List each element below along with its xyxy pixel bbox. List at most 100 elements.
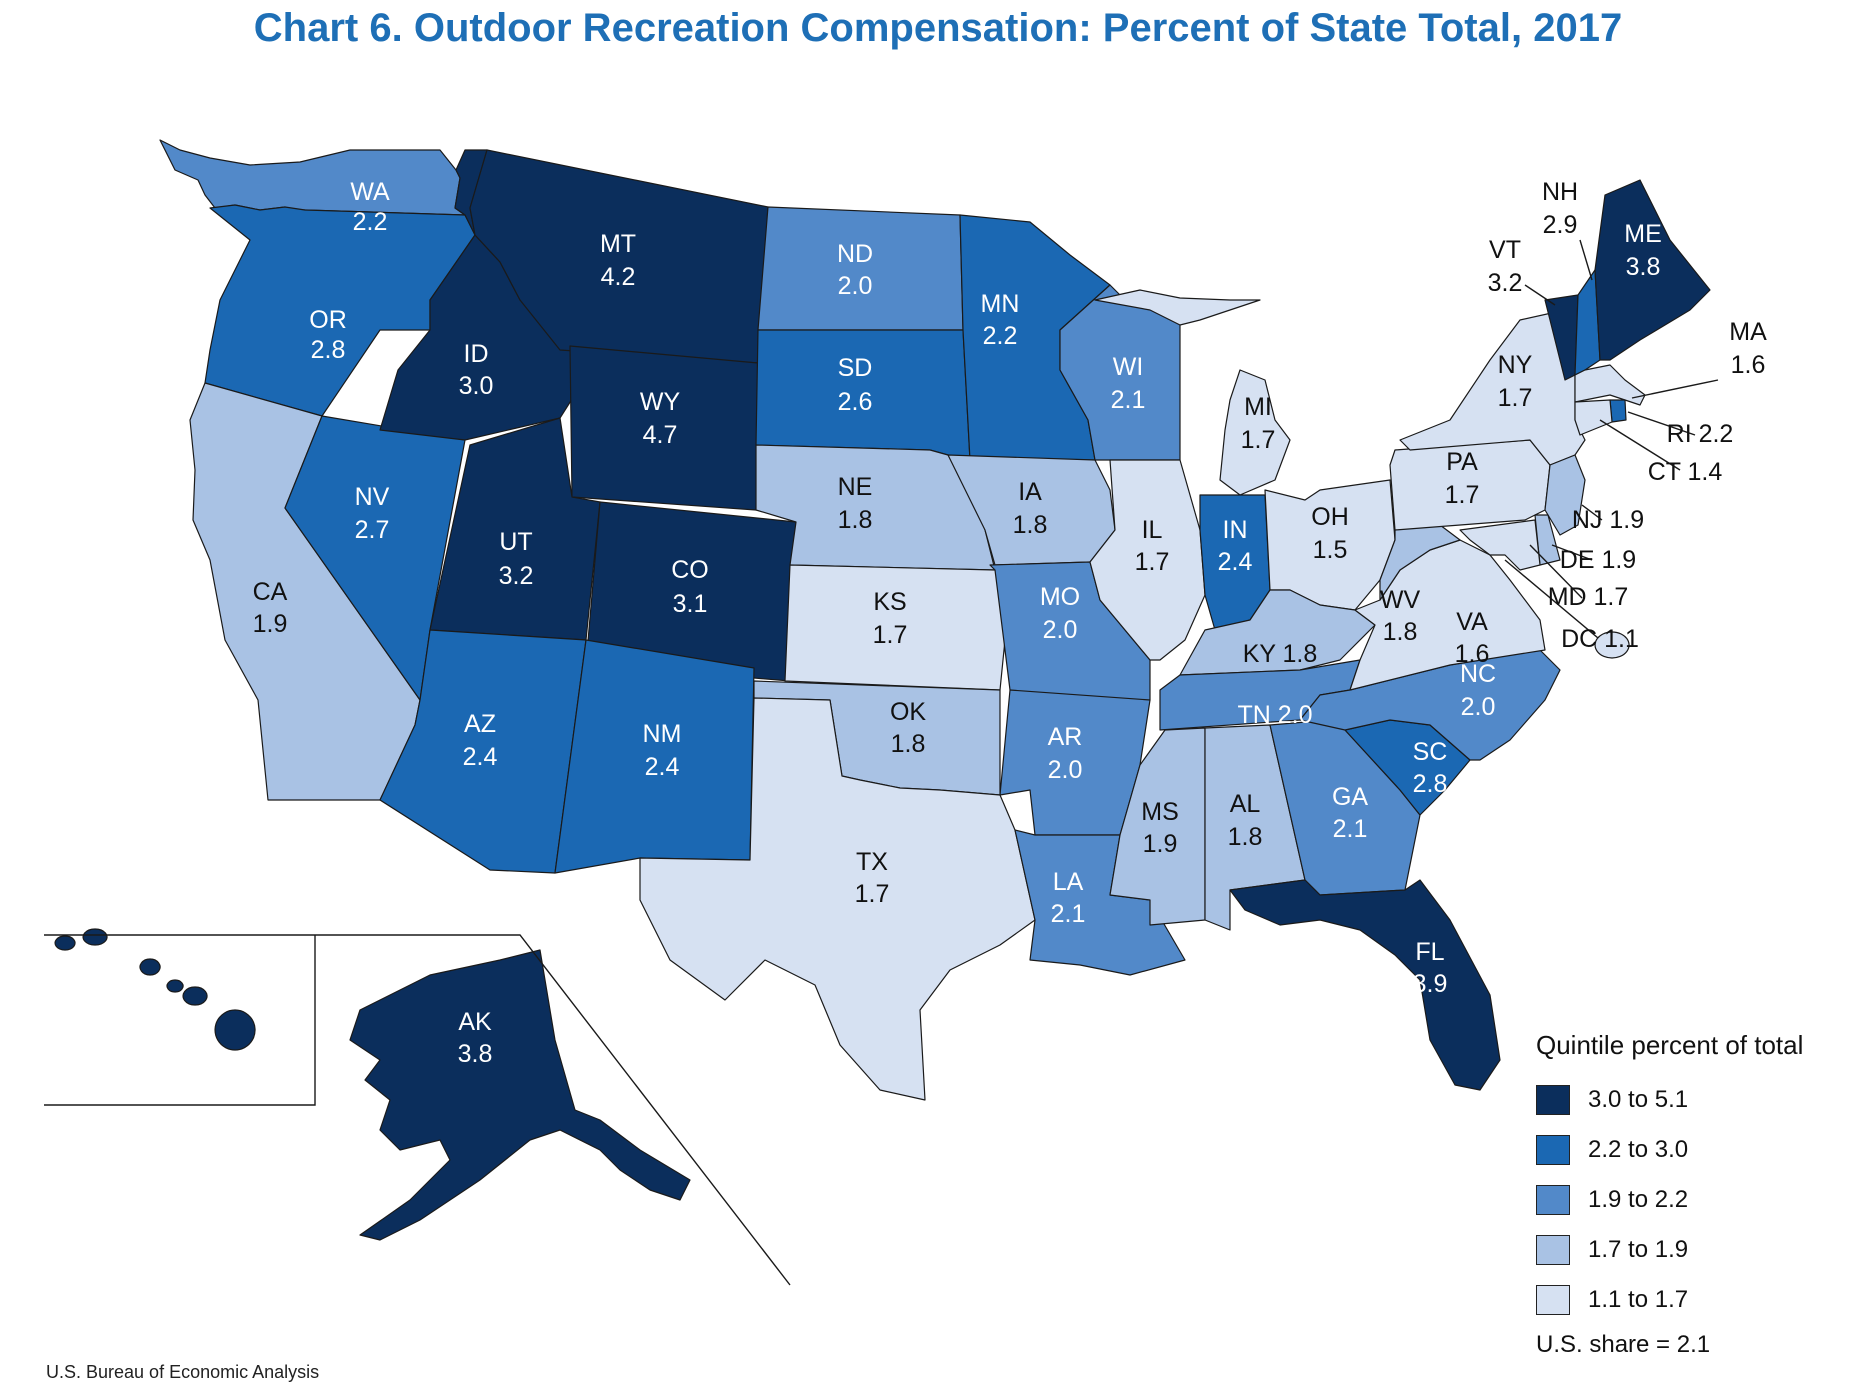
state-ct (1574, 399, 1613, 436)
state-label-wv: WV (1380, 586, 1421, 614)
state-label-tn: TN 2.0 (1237, 701, 1312, 729)
state-value-wa: 2.2 (353, 208, 388, 236)
state-value-nd: 2.0 (838, 272, 873, 300)
state-value-ny: 1.7 (1498, 384, 1533, 412)
state-label-hi: HI (125, 1010, 150, 1038)
state-ms (1109, 727, 1206, 926)
state-label-mo: MO (1040, 583, 1080, 611)
state-value-nv: 2.7 (355, 516, 390, 544)
leader-line-vt (1524, 284, 1556, 306)
state-label-pa: PA (1446, 448, 1478, 476)
state-label-ri: RI 2.2 (1667, 420, 1734, 448)
state-label-fl: FL (1415, 938, 1444, 966)
state-label-ks: KS (873, 588, 906, 616)
state-label-il: IL (1142, 516, 1163, 544)
state-label-oh: OH (1311, 503, 1349, 531)
state-label-ma: MA (1729, 318, 1767, 346)
state-label-vt: VT (1489, 236, 1521, 264)
state-tx (639, 697, 1036, 1101)
state-il (1089, 459, 1206, 661)
state-label-wi: WI (1113, 353, 1144, 381)
state-ak (349, 949, 691, 1241)
state-me (1594, 179, 1711, 361)
source-note: U.S. Bureau of Economic Analysis (46, 1362, 320, 1382)
state-value-id: 3.0 (459, 372, 494, 400)
state-label-id: ID (464, 340, 489, 368)
state-label-va: VA (1456, 608, 1488, 636)
state-md (1459, 519, 1541, 571)
state-value-ar: 2.0 (1048, 756, 1083, 784)
leader-line-ct (1599, 419, 1681, 471)
state-label-ga: GA (1332, 783, 1368, 811)
callout-leaders (1504, 239, 1719, 639)
state-value-nh: 2.9 (1543, 211, 1578, 239)
state-label-ny: NY (1498, 351, 1533, 379)
legend-items: 3.0 to 5.1 2.2 to 3.0 1.9 to 2.2 1.7 to 1.9… (1536, 1075, 1803, 1325)
state-value-mt: 4.2 (601, 263, 636, 291)
state-label-ca: CA (253, 578, 288, 606)
state-value-il: 1.7 (1135, 548, 1170, 576)
legend-swatch (1536, 1185, 1570, 1215)
leader-line-nh (1579, 239, 1593, 281)
state-value-or: 2.8 (311, 336, 346, 364)
state-ne (755, 444, 996, 571)
leader-line-ma (1631, 379, 1719, 399)
state-wi (1059, 284, 1181, 461)
leader-line-dc (1504, 559, 1599, 639)
state-label-ia: IA (1018, 478, 1042, 506)
state-label-nj: NJ 1.9 (1572, 506, 1644, 534)
state-nj (1544, 454, 1586, 536)
inset-hi-frame (44, 935, 316, 1106)
state-label-mt: MT (600, 230, 636, 258)
state-ri (1609, 399, 1627, 423)
state-value-ca: 1.9 (253, 610, 288, 638)
state-value-nc: 2.0 (1461, 693, 1496, 721)
state-value-in: 2.4 (1218, 548, 1253, 576)
state-label-nc: NC (1460, 660, 1496, 688)
state-fl (1229, 879, 1501, 1091)
state-value-oh: 1.5 (1313, 536, 1348, 564)
state-value-ma: 1.6 (1731, 351, 1766, 379)
state-label-ms: MS (1141, 798, 1179, 826)
state-value-vt: 3.2 (1488, 269, 1523, 297)
state-value-co: 3.1 (673, 590, 708, 618)
legend-label: 1.7 to 1.9 (1588, 1236, 1689, 1263)
legend-label: 1.9 to 2.2 (1588, 1186, 1689, 1213)
state-label-mn: MN (981, 290, 1020, 318)
state-label-de: DE 1.9 (1560, 546, 1636, 574)
state-label-ne: NE (838, 473, 873, 501)
inset-frame (44, 934, 791, 1286)
legend-label: 3.0 to 5.1 (1588, 1086, 1689, 1113)
legend-item: 2.2 to 3.0 (1536, 1125, 1803, 1175)
legend: Quintile percent of total 3.0 to 5.1 2.2 … (1536, 1030, 1803, 1359)
state-label-sc: SC (1413, 738, 1448, 766)
state-shapes (54, 139, 1711, 1241)
state-value-ga: 2.1 (1333, 815, 1368, 843)
state-label-wa: WA (350, 178, 390, 206)
state-label-mi: MI (1244, 393, 1272, 421)
state-label-co: CO (671, 556, 709, 584)
state-label-la: LA (1053, 868, 1084, 896)
state-label-tx: TX (856, 848, 888, 876)
state-value-nm: 2.4 (645, 753, 680, 781)
state-value-mn: 2.2 (983, 322, 1018, 350)
state-ma (1574, 364, 1646, 406)
state-value-ok: 1.8 (891, 730, 926, 758)
state-label-al: AL (1230, 790, 1261, 818)
state-hi (54, 928, 256, 1051)
state-value-az: 2.4 (463, 743, 498, 771)
legend-label: 2.2 to 3.0 (1588, 1136, 1689, 1163)
legend-title: Quintile percent of total (1536, 1030, 1804, 1060)
state-value-al: 1.8 (1228, 823, 1263, 851)
state-label-nv: NV (355, 483, 390, 511)
legend-item: 3.0 to 5.1 (1536, 1075, 1803, 1125)
state-value-la: 2.1 (1051, 900, 1086, 928)
state-value-ak: 3.8 (458, 1040, 493, 1068)
leader-line-ri (1627, 411, 1696, 436)
legend-item: 1.7 to 1.9 (1536, 1225, 1803, 1275)
state-label-nd: ND (837, 240, 873, 268)
us-share-note: U.S. share = 2.1 (1536, 1331, 1711, 1358)
state-value-ne: 1.8 (838, 506, 873, 534)
state-value-ms: 1.9 (1143, 830, 1178, 858)
